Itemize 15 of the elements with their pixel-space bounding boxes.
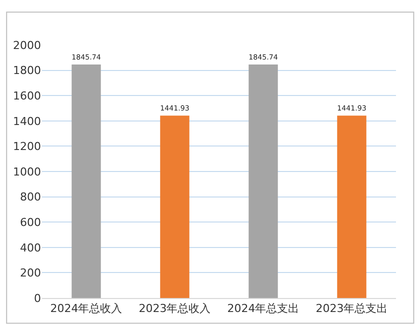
y-tick-label: 800 bbox=[20, 190, 41, 204]
y-tick-label: 600 bbox=[20, 216, 41, 229]
x-tick-label: 2024年总收入 bbox=[50, 302, 122, 316]
y-tick-label: 1000 bbox=[13, 165, 41, 178]
y-tick-label: 1800 bbox=[13, 64, 41, 78]
y-tick-label: 400 bbox=[20, 241, 41, 254]
y-tick-label: 0 bbox=[34, 292, 41, 305]
y-tick-label: 1200 bbox=[13, 140, 41, 154]
y-tick-label: 1400 bbox=[13, 114, 41, 128]
y-tick-label: 1600 bbox=[13, 89, 41, 102]
x-tick-label: 2024年总支出 bbox=[227, 302, 300, 316]
y-tick-label: 200 bbox=[20, 266, 41, 280]
y-tick-label: 2000 bbox=[13, 38, 41, 52]
x-tick-label: 2023年总收入 bbox=[138, 302, 211, 316]
x-tick-label: 2023年总支出 bbox=[316, 302, 388, 316]
